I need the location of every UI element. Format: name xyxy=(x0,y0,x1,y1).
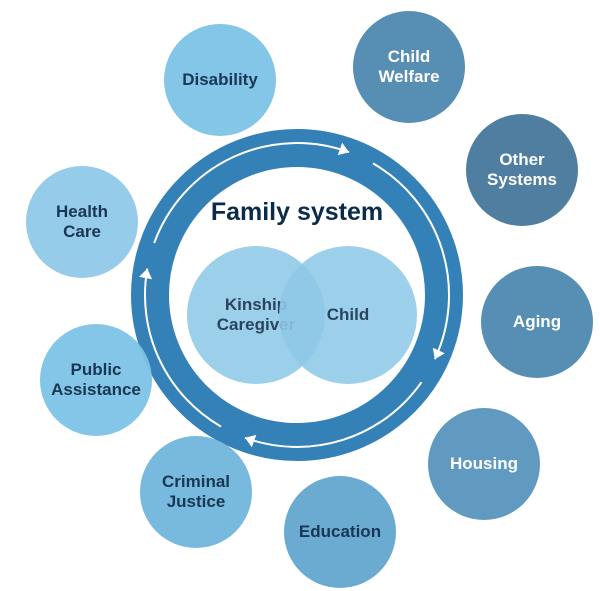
node-label-criminal-justice: Criminal Justice xyxy=(156,472,236,511)
node-label-child: Child xyxy=(321,305,376,325)
node-health-care: Health Care xyxy=(26,166,138,278)
node-disability: Disability xyxy=(164,24,276,136)
node-label-other-systems: Other Systems xyxy=(481,150,563,189)
family-system-diagram: Kinship CaregiverChild Family system Dis… xyxy=(0,0,600,591)
node-aging: Aging xyxy=(481,266,593,378)
node-label-health-care: Health Care xyxy=(50,202,114,241)
node-label-aging: Aging xyxy=(507,312,567,332)
node-criminal-justice: Criminal Justice xyxy=(140,436,252,548)
node-label-education: Education xyxy=(293,522,387,542)
node-child-welfare: Child Welfare xyxy=(353,11,465,123)
node-child: Child xyxy=(279,246,417,384)
node-label-disability: Disability xyxy=(176,70,264,90)
node-housing: Housing xyxy=(428,408,540,520)
center-title: Family system xyxy=(177,198,417,227)
node-label-public-assistance: Public Assistance xyxy=(45,360,147,399)
node-public-assistance: Public Assistance xyxy=(40,324,152,436)
node-label-housing: Housing xyxy=(444,454,524,474)
node-other-systems: Other Systems xyxy=(466,114,578,226)
node-education: Education xyxy=(284,476,396,588)
node-label-child-welfare: Child Welfare xyxy=(372,47,445,86)
